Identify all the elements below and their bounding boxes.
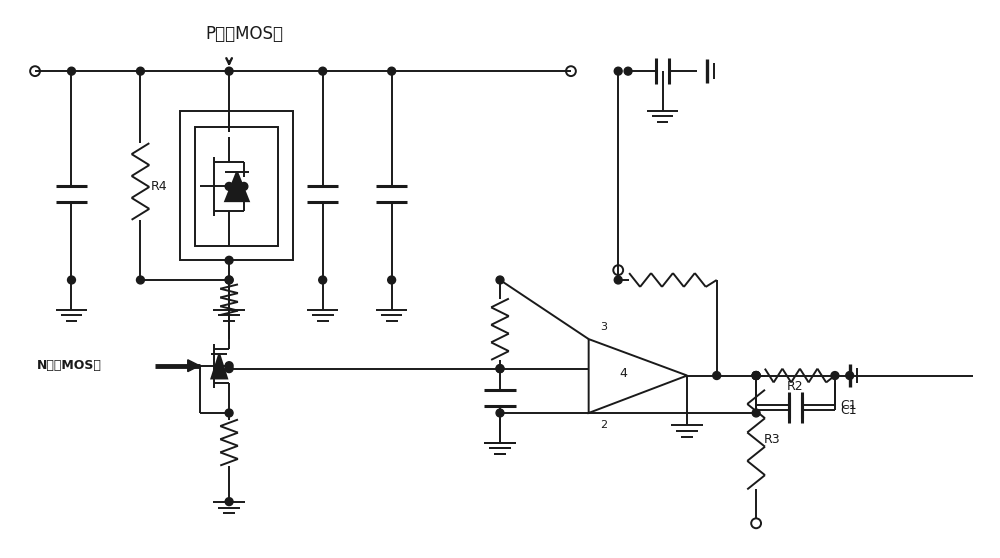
Text: C1: C1 <box>840 403 856 416</box>
Text: 2: 2 <box>600 420 607 430</box>
Circle shape <box>846 372 854 379</box>
Circle shape <box>225 256 233 264</box>
Circle shape <box>68 67 75 75</box>
Circle shape <box>624 67 632 75</box>
Circle shape <box>225 276 233 284</box>
Circle shape <box>496 365 504 373</box>
Circle shape <box>240 182 248 190</box>
Circle shape <box>752 372 760 379</box>
Circle shape <box>496 365 504 373</box>
Bar <box>180 110 293 260</box>
Bar <box>195 127 278 246</box>
Text: R3: R3 <box>764 433 781 446</box>
Circle shape <box>752 372 760 379</box>
Circle shape <box>225 67 233 75</box>
Polygon shape <box>211 354 227 378</box>
Polygon shape <box>188 360 200 372</box>
Text: P沟道MOS管: P沟道MOS管 <box>205 25 283 43</box>
Circle shape <box>496 276 504 284</box>
Circle shape <box>225 362 233 369</box>
Circle shape <box>388 276 396 284</box>
Circle shape <box>137 67 144 75</box>
Text: C1: C1 <box>840 398 856 412</box>
Text: R4: R4 <box>150 180 167 193</box>
Circle shape <box>225 409 233 417</box>
Circle shape <box>319 67 327 75</box>
Text: 3: 3 <box>600 323 607 332</box>
Circle shape <box>614 67 622 75</box>
Circle shape <box>831 372 839 379</box>
Polygon shape <box>225 172 249 201</box>
Circle shape <box>713 372 721 379</box>
Circle shape <box>319 276 327 284</box>
Circle shape <box>137 276 144 284</box>
Circle shape <box>614 276 622 284</box>
Text: 4: 4 <box>619 367 627 380</box>
Circle shape <box>225 182 233 190</box>
Circle shape <box>225 365 233 373</box>
Circle shape <box>752 372 760 379</box>
Circle shape <box>496 409 504 417</box>
Circle shape <box>388 67 396 75</box>
Circle shape <box>68 276 75 284</box>
Text: R2: R2 <box>787 381 804 393</box>
Circle shape <box>225 276 233 284</box>
Circle shape <box>752 409 760 417</box>
Text: N沟道MOS管: N沟道MOS管 <box>37 359 102 372</box>
Circle shape <box>225 498 233 506</box>
Circle shape <box>752 372 760 379</box>
